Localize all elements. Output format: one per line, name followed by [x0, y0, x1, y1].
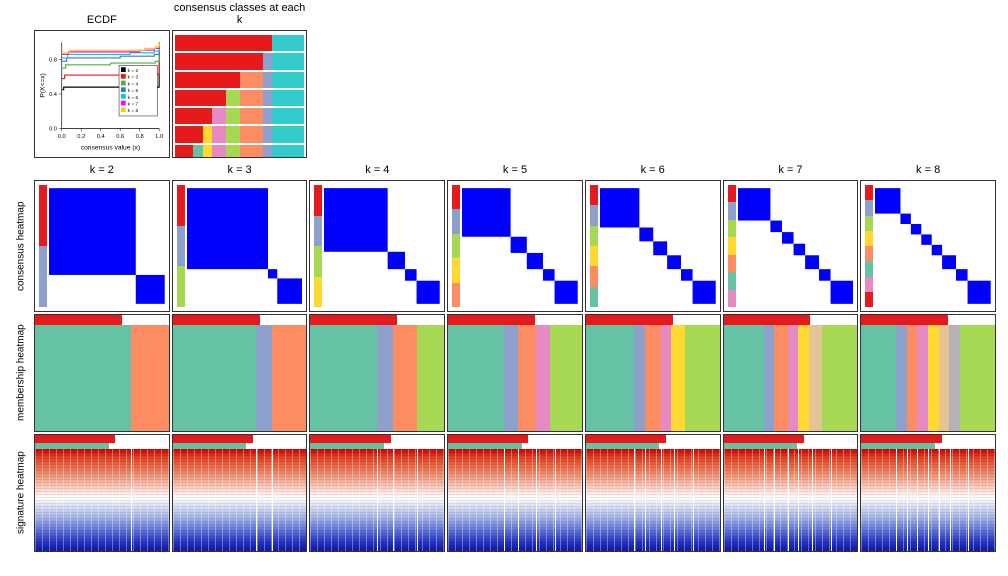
signature-k4 [309, 434, 445, 552]
cc-title2: consensus classes at each k [172, 10, 308, 28]
svg-text:0.4: 0.4 [49, 92, 58, 98]
signature-k8 [860, 434, 996, 552]
svg-text:P(X<=x): P(X<=x) [40, 73, 47, 97]
svg-text:k = 5: k = 5 [128, 88, 139, 94]
svg-text:k = 6: k = 6 [128, 95, 139, 101]
signature-k6 [585, 434, 721, 552]
signature-k5 [447, 434, 583, 552]
svg-text:k = 2: k = 2 [128, 68, 139, 74]
consensus-k7 [723, 180, 859, 312]
consensus-k6 [585, 180, 721, 312]
ecdf-cell: 0.0 0.2 0.4 0.6 0.8 1.0 0.0 0.4 0.8 consensus val… [34, 30, 170, 158]
k3: k = 3 [172, 160, 308, 178]
svg-text:1.0: 1.0 [155, 134, 163, 140]
k4: k = 4 [309, 160, 445, 178]
svg-text:0.0: 0.0 [58, 134, 66, 140]
membership-k3 [172, 314, 308, 432]
row-label-consensus: consensus heatmap [10, 180, 32, 312]
k8: k = 8 [860, 160, 996, 178]
row-label-membership: membership heatmap [10, 314, 32, 432]
k7: k = 7 [723, 160, 859, 178]
svg-text:k = 7: k = 7 [128, 101, 139, 107]
signature-k7 [723, 434, 859, 552]
row-label-signature: signature heatmap [10, 434, 32, 552]
k5: k = 5 [447, 160, 583, 178]
k6: k = 6 [585, 160, 721, 178]
ecdf-plot: 0.0 0.2 0.4 0.6 0.8 1.0 0.0 0.4 0.8 consensus val… [35, 31, 169, 157]
membership-k5 [447, 314, 583, 432]
svg-text:k = 8: k = 8 [128, 108, 139, 114]
svg-text:0.0: 0.0 [49, 126, 57, 132]
membership-k7 [723, 314, 859, 432]
consensus-k5 [447, 180, 583, 312]
membership-k2 [34, 314, 170, 432]
signature-k2 [34, 434, 170, 552]
consensus-k3 [172, 180, 308, 312]
membership-k4 [309, 314, 445, 432]
svg-text:k = 3: k = 3 [128, 75, 139, 81]
svg-text:0.6: 0.6 [116, 134, 124, 140]
consensus-k4 [309, 180, 445, 312]
k2: k = 2 [34, 160, 170, 178]
membership-k8 [860, 314, 996, 432]
membership-k6 [585, 314, 721, 432]
svg-text:0.8: 0.8 [49, 58, 57, 64]
svg-text:consensus value (x): consensus value (x) [81, 144, 140, 151]
svg-text:k = 4: k = 4 [128, 81, 139, 87]
svg-text:0.2: 0.2 [77, 134, 85, 140]
signature-k3 [172, 434, 308, 552]
ecdf-title2: ECDF [34, 10, 170, 28]
svg-text:0.4: 0.4 [97, 134, 106, 140]
main-grid: ECDF consensus classes at each k 0.00.20… [10, 10, 996, 552]
consensus-k2 [34, 180, 170, 312]
consensus-k8 [860, 180, 996, 312]
cc-cell [172, 30, 308, 158]
svg-text:0.8: 0.8 [136, 134, 144, 140]
